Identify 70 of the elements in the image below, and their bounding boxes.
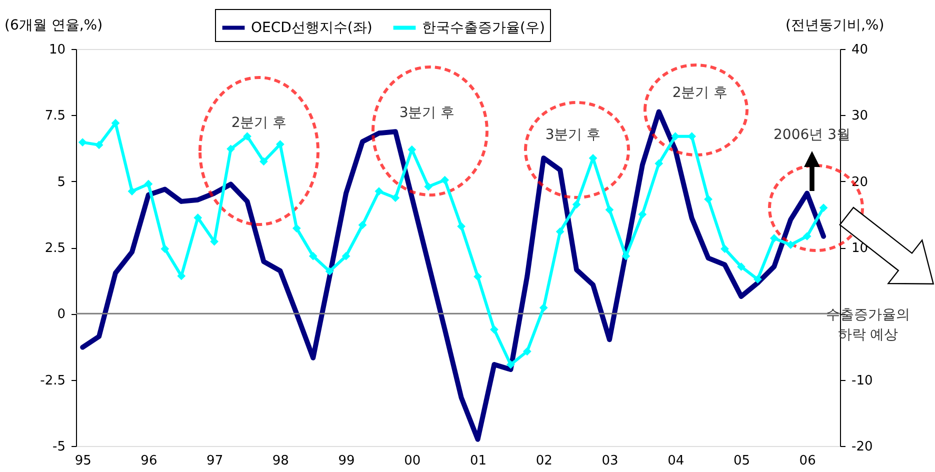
x-tick-label: 98 bbox=[272, 454, 289, 468]
annotation: 2분기 후 bbox=[231, 115, 287, 131]
y2-tick-label: 40 bbox=[852, 42, 868, 58]
x-tick-label: 99 bbox=[338, 454, 355, 468]
x-tick-label: 97 bbox=[206, 454, 224, 468]
point bbox=[374, 187, 384, 196]
y2-tick-label: -10 bbox=[852, 373, 873, 388]
x-tick-label: 02 bbox=[536, 454, 552, 468]
point bbox=[358, 220, 367, 230]
x-tick-label: 04 bbox=[668, 454, 684, 468]
point bbox=[490, 325, 498, 334]
y2-tick-label: -20 bbox=[852, 440, 873, 454]
y-tick-label: 0 bbox=[57, 307, 66, 322]
point bbox=[688, 132, 696, 141]
y-tick-label: -5 bbox=[52, 440, 66, 454]
point bbox=[160, 244, 170, 254]
y2-axis-title: (전년동기비,%) bbox=[786, 18, 884, 34]
point bbox=[260, 157, 268, 166]
x-tick-label: 05 bbox=[733, 454, 750, 468]
point bbox=[457, 222, 466, 231]
point bbox=[128, 187, 136, 196]
point bbox=[424, 182, 433, 191]
y-tick-label: -2.5 bbox=[40, 373, 66, 388]
point bbox=[440, 176, 450, 184]
legend-label: OECD선행지수(좌) bbox=[251, 20, 372, 36]
point bbox=[819, 204, 828, 212]
point bbox=[308, 252, 318, 260]
annotation: 3분기 후 bbox=[399, 105, 455, 121]
y-tick-label: 7.5 bbox=[44, 108, 66, 124]
x-tick-label: 00 bbox=[404, 454, 421, 468]
y2-tick-label: 30 bbox=[852, 108, 868, 124]
point bbox=[737, 262, 746, 271]
point bbox=[720, 244, 729, 254]
x-tick-label: 06 bbox=[799, 454, 816, 468]
x-tick-label: 03 bbox=[602, 454, 618, 468]
y-tick-label: 10 bbox=[48, 42, 66, 58]
point bbox=[506, 360, 515, 369]
x-tick-label: 01 bbox=[470, 454, 487, 468]
point bbox=[78, 138, 87, 146]
y-tick-label: 2.5 bbox=[44, 241, 66, 256]
point bbox=[144, 180, 153, 188]
legend-label: 한국수출증가율(우) bbox=[422, 20, 545, 36]
point bbox=[539, 304, 548, 312]
point bbox=[276, 140, 284, 148]
annotation: 3분기 후 bbox=[545, 127, 601, 143]
point bbox=[753, 275, 762, 284]
x-tick-label: 96 bbox=[140, 454, 158, 468]
point bbox=[786, 240, 795, 250]
point bbox=[638, 210, 647, 219]
point bbox=[474, 272, 482, 281]
point bbox=[572, 200, 581, 209]
y-axis-title: (6개월 연율,%) bbox=[4, 18, 103, 34]
point bbox=[325, 267, 334, 276]
y-tick-label: 5 bbox=[57, 174, 66, 190]
point bbox=[704, 195, 712, 204]
point bbox=[342, 252, 350, 260]
point bbox=[292, 224, 301, 232]
x-tick-label: 95 bbox=[74, 454, 92, 468]
point bbox=[522, 347, 532, 356]
point bbox=[194, 214, 202, 222]
point bbox=[605, 206, 614, 214]
point bbox=[243, 132, 252, 141]
point bbox=[654, 159, 664, 168]
point bbox=[556, 227, 564, 236]
point bbox=[226, 144, 235, 154]
point bbox=[802, 232, 812, 240]
point bbox=[391, 194, 400, 202]
point bbox=[94, 140, 104, 150]
annotation: 2분기 후 bbox=[672, 85, 728, 101]
point bbox=[770, 234, 778, 242]
